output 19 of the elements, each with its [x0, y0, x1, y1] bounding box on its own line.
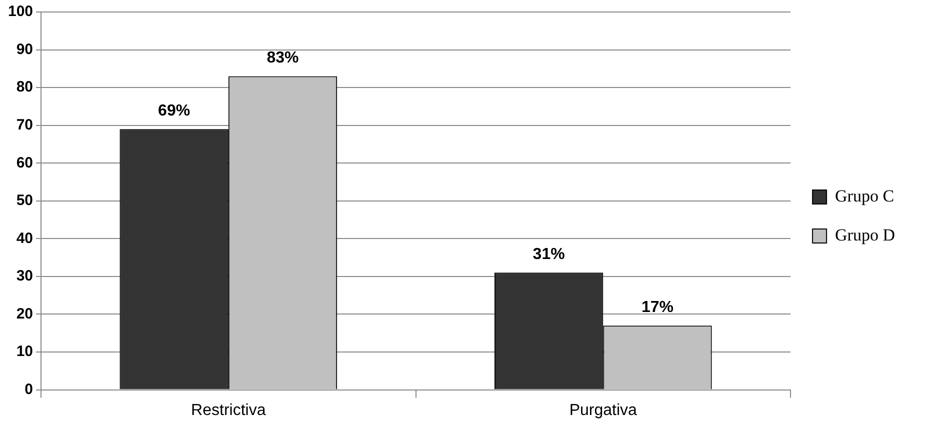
data-label: 31%	[532, 246, 565, 264]
x-tick-label: Restrictiva	[191, 402, 266, 419]
data-label: 17%	[641, 298, 674, 316]
data-label: 83%	[266, 50, 299, 67]
y-tick-label: 40	[16, 230, 34, 247]
data-label: 69%	[158, 102, 190, 120]
legend-label: Grupo C	[835, 186, 894, 206]
y-tick-label: 0	[24, 380, 34, 398]
y-tick-label: 70	[16, 116, 34, 134]
y-tick-label: 10	[16, 343, 34, 360]
y-tick-label: 50	[16, 192, 34, 210]
y-tick-label: 80	[16, 78, 34, 96]
y-tick-label: 60	[16, 154, 34, 172]
legend-label: Grupo D	[835, 225, 896, 244]
y-tick-label: 100	[8, 3, 34, 20]
y-tick-label: 90	[16, 40, 34, 58]
y-tick-label: 20	[16, 305, 34, 322]
y-tick-label: 30	[16, 268, 34, 285]
x-tick-label: Purgativa	[569, 402, 638, 419]
